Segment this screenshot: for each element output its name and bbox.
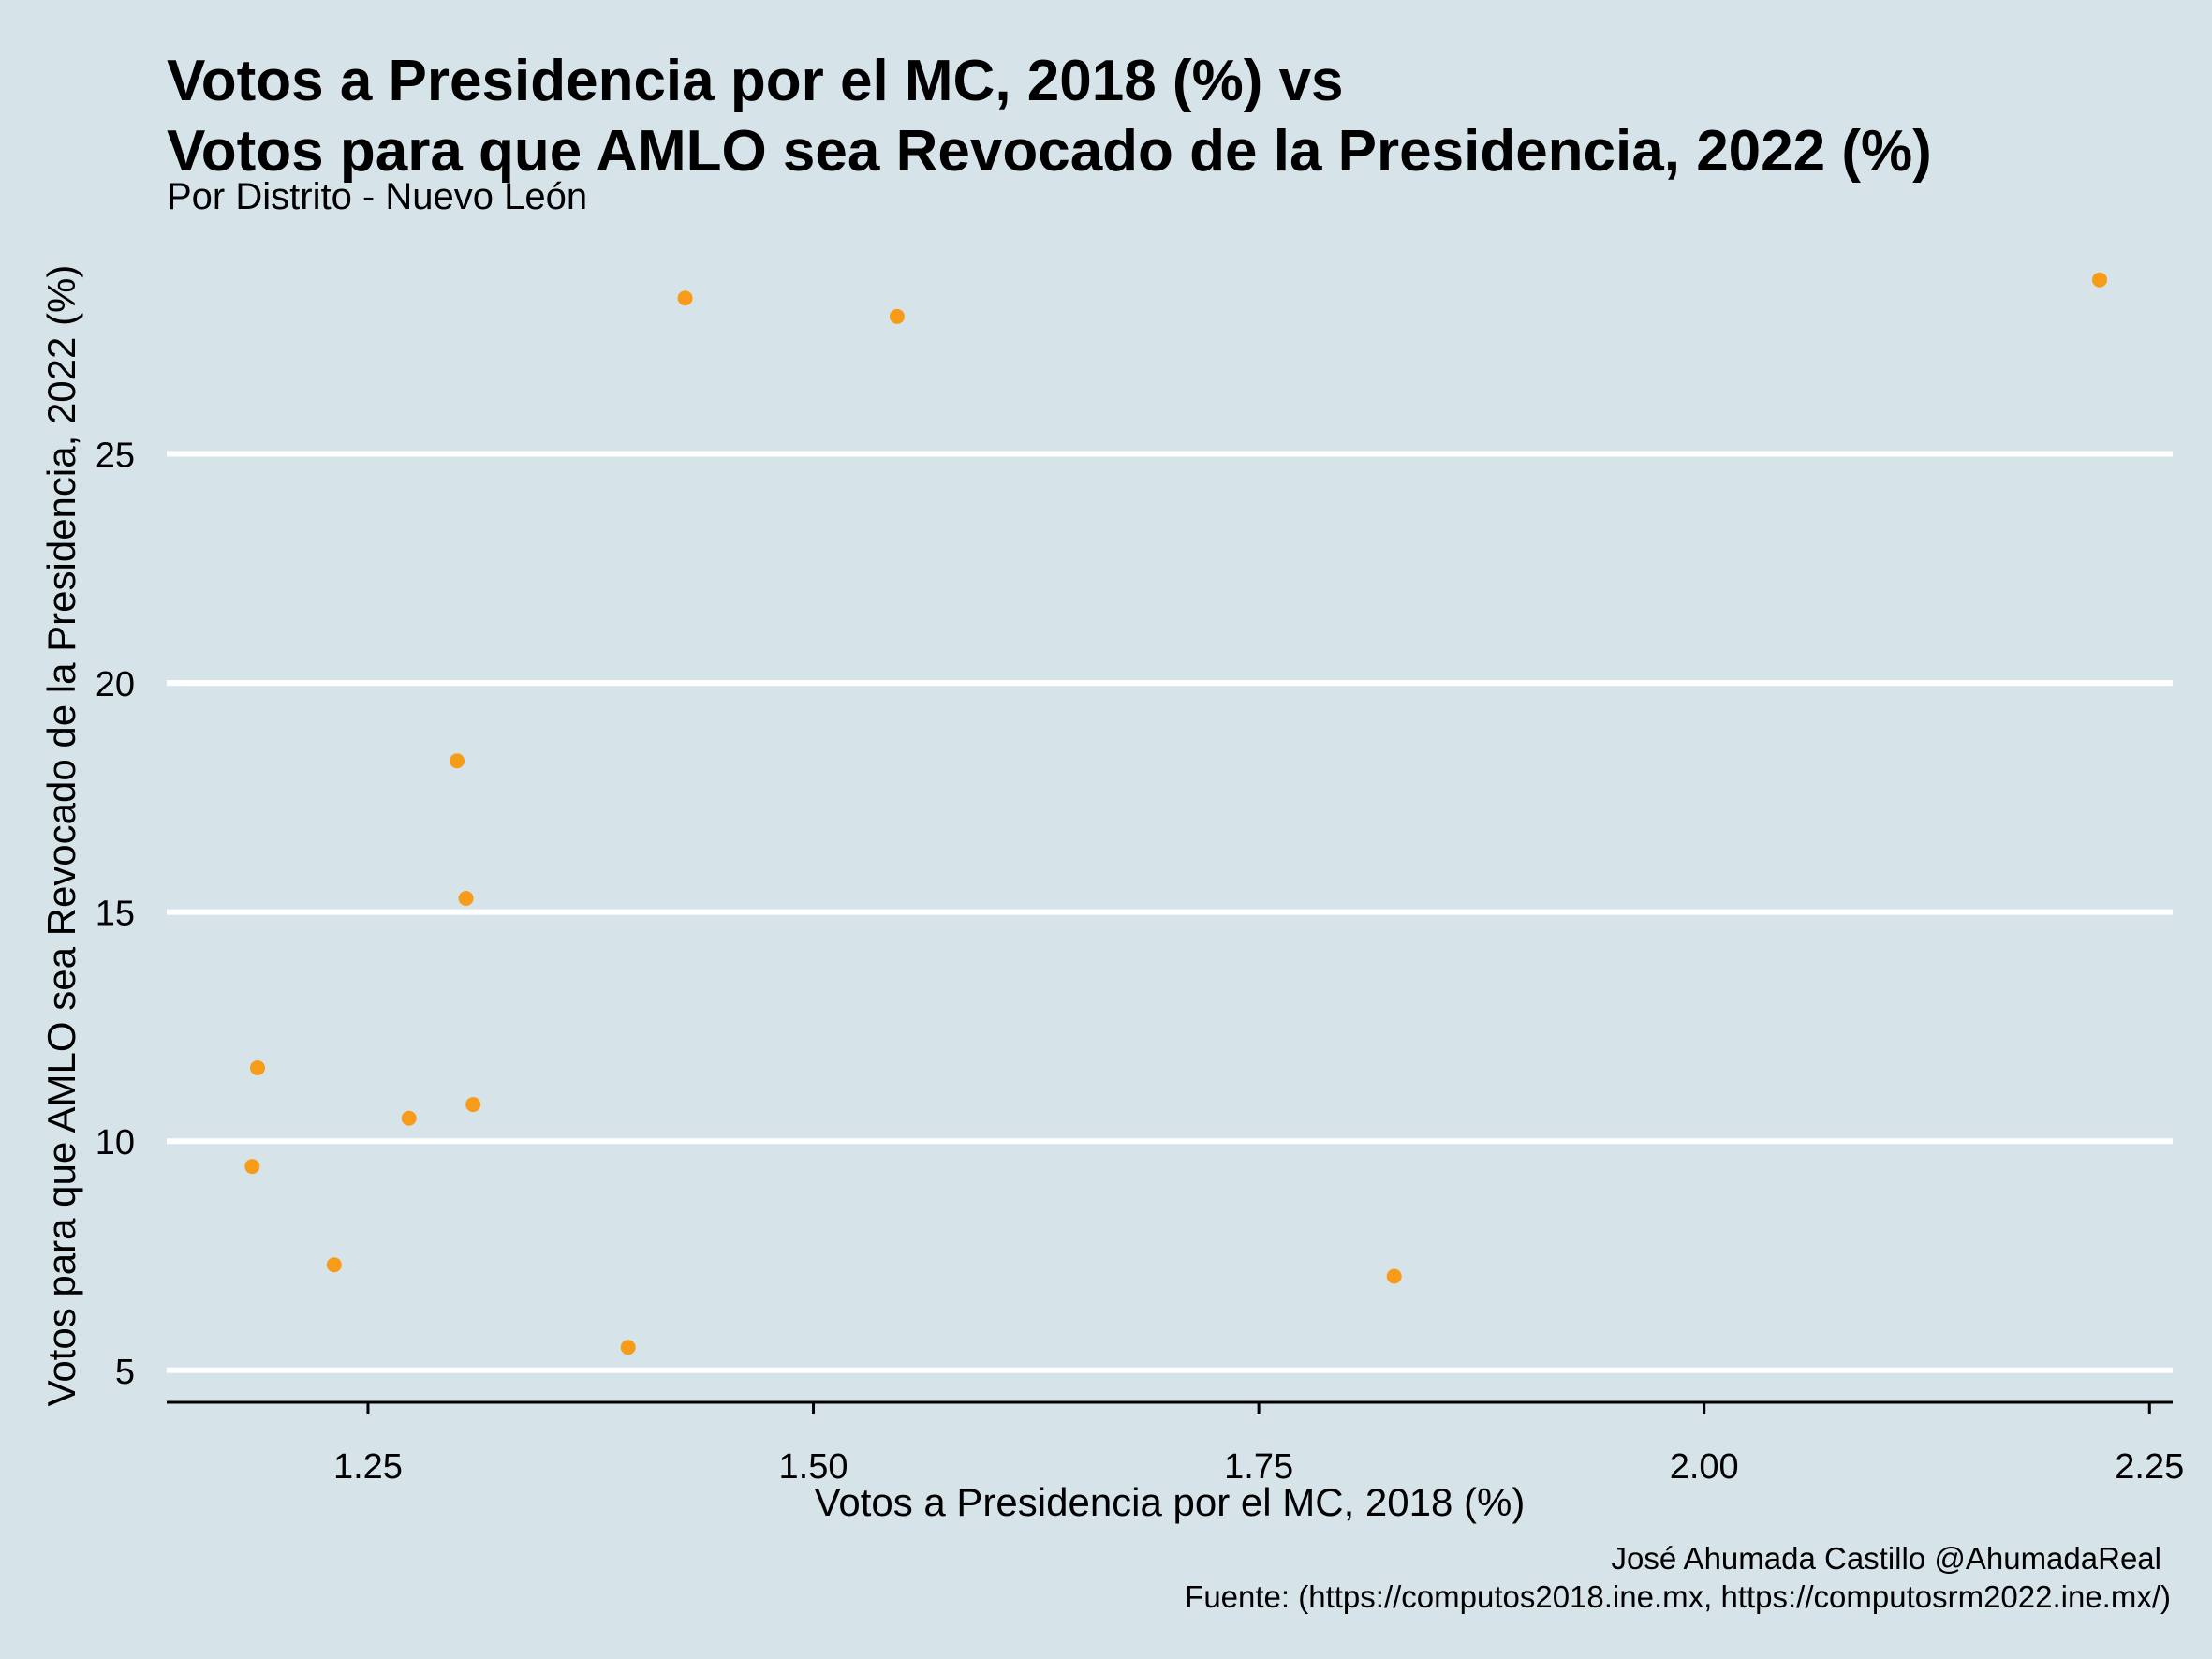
data-point (250, 1059, 266, 1075)
data-point (2092, 272, 2108, 288)
x-tick-label: 2.25 (2115, 1447, 2184, 1487)
chart-subtitle: Por Distrito - Nuevo León (167, 176, 587, 217)
x-axis-title: Votos a Presidencia por el MC, 2018 (%) (815, 1480, 1526, 1524)
x-axis-ticks: 1.25 1.50 1.75 2.00 2.25 (333, 1402, 2184, 1487)
y-tick-label: 10 (96, 1123, 135, 1163)
y-tick-label: 15 (96, 895, 135, 934)
data-point (620, 1340, 636, 1355)
data-point (677, 290, 693, 306)
y-tick-label: 20 (96, 665, 135, 704)
caption-source: Fuente: (https://computos2018.ine.mx, ht… (1185, 1579, 2171, 1614)
caption-author: José Ahumada Castillo @AhumadaReal (1612, 1541, 2162, 1576)
data-point (465, 1097, 481, 1113)
data-point (1386, 1268, 1402, 1284)
chart-title-line-1: Votos a Presidencia por el MC, 2018 (%) … (167, 49, 1344, 113)
x-tick-label: 1.25 (333, 1447, 403, 1487)
data-point (458, 890, 474, 906)
grid-lines (167, 451, 2173, 1373)
x-tick-label: 2.00 (1670, 1447, 1739, 1487)
data-point (401, 1110, 417, 1126)
y-tick-label: 5 (115, 1353, 135, 1392)
y-axis-ticks: 5 10 15 20 25 (96, 437, 135, 1392)
y-axis-title: Votos para que AMLO sea Revocado de la P… (39, 265, 83, 1407)
data-point (889, 308, 905, 324)
data-point (450, 753, 465, 769)
x-tick-label: 1.75 (1224, 1447, 1293, 1487)
data-points (244, 272, 2108, 1355)
data-point (244, 1159, 260, 1175)
y-tick-label: 25 (96, 437, 135, 476)
data-point (326, 1257, 342, 1273)
chart-title-line-2: Votos para que AMLO sea Revocado de la P… (167, 119, 1932, 184)
x-tick-label: 1.50 (779, 1447, 848, 1487)
